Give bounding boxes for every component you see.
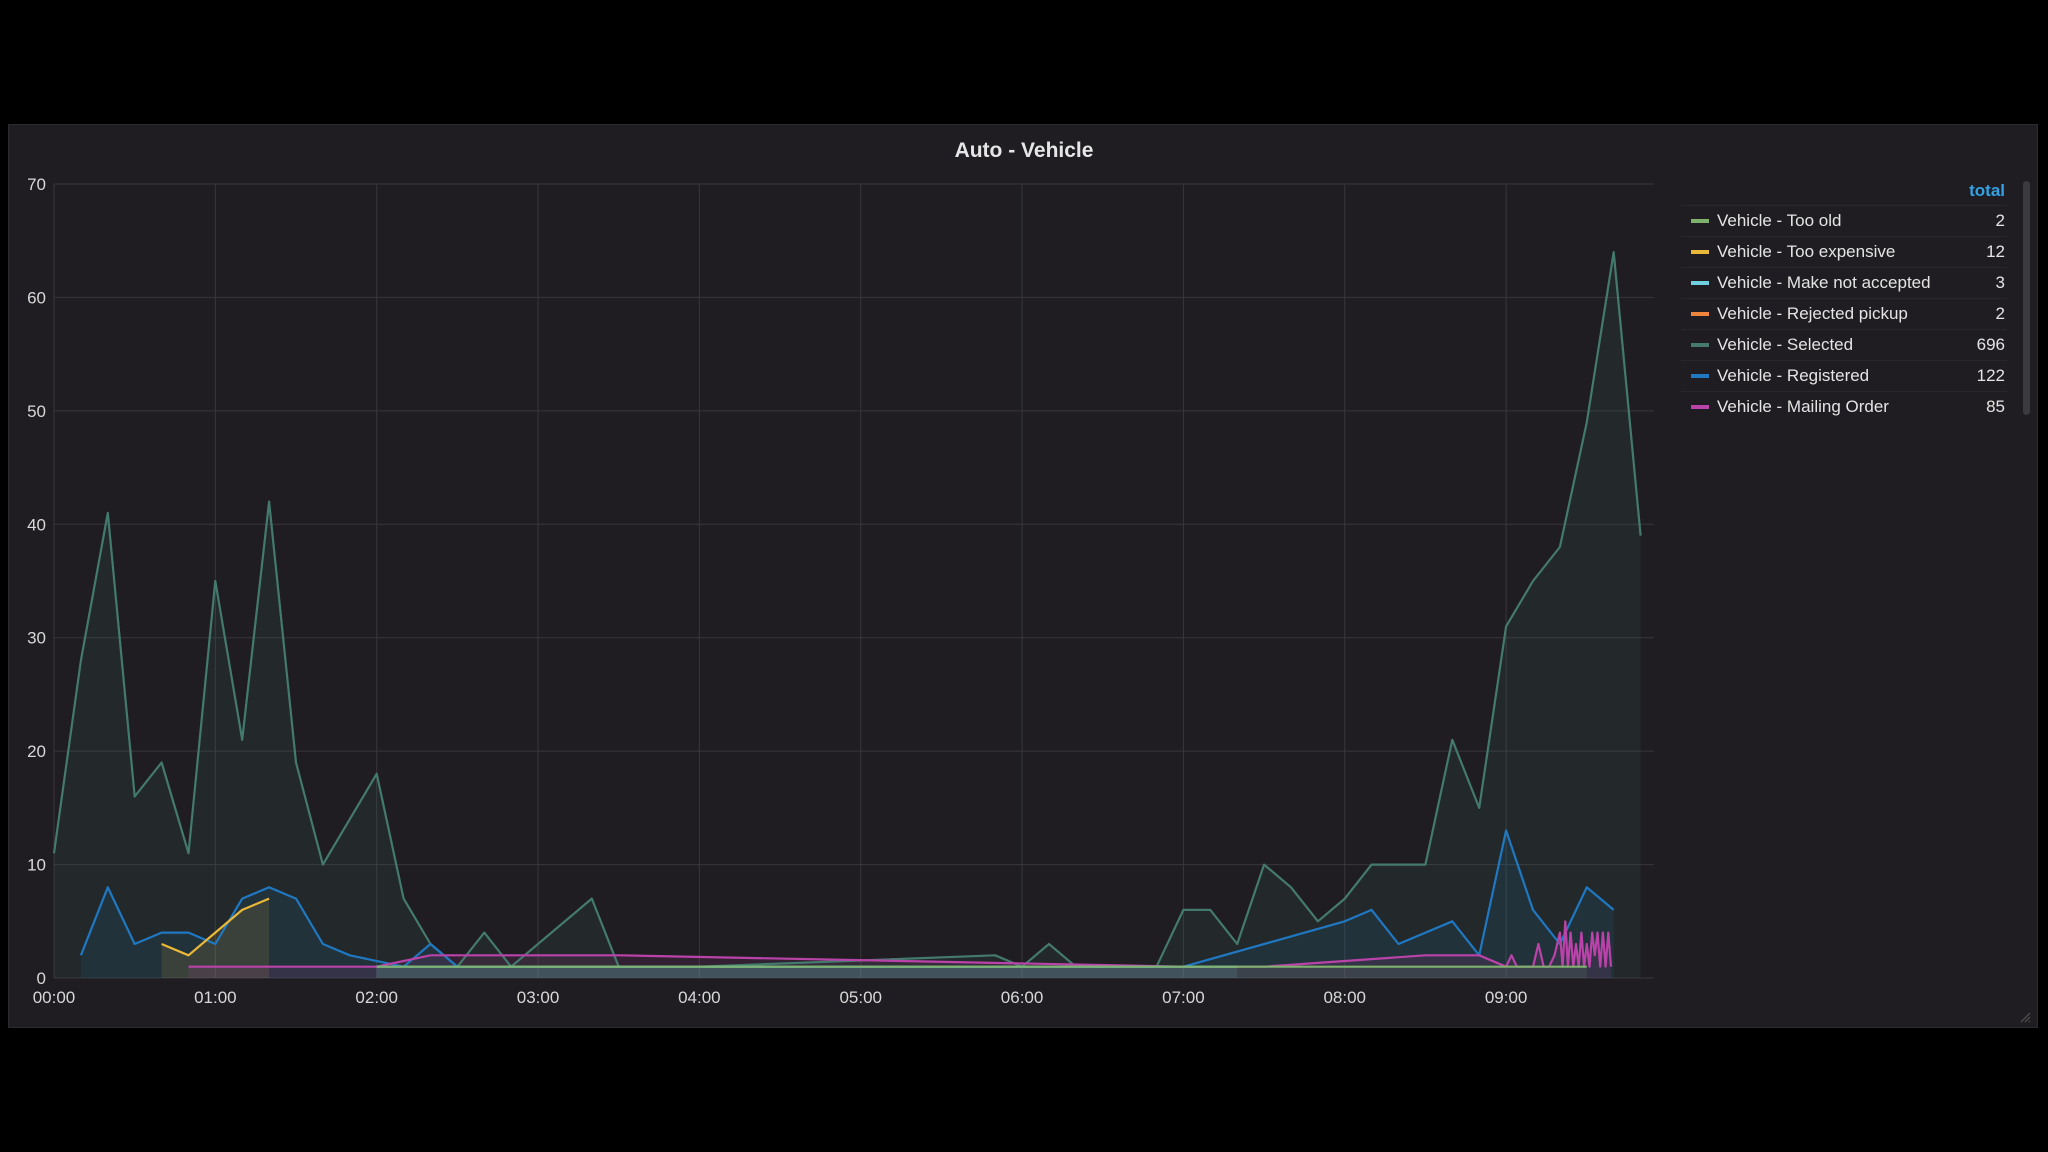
x-tick-label: 04:00	[678, 988, 721, 1007]
x-tick-label: 05:00	[839, 988, 882, 1007]
chart-panel: Auto - Vehicle 0 10 20 30 40 50 60 70 00:00 01:0…	[8, 124, 2038, 1028]
x-tick-label: 09:00	[1485, 988, 1528, 1007]
area-vehicle-too-old	[376, 966, 1587, 978]
legend-scrollbar[interactable]	[2023, 181, 2030, 415]
area-vehicle-too-expensive	[161, 898, 270, 978]
legend-value: 2	[1995, 304, 2005, 323]
legend-label: Vehicle - Rejected pickup	[1717, 304, 1908, 323]
legend-value: 696	[1976, 335, 2005, 354]
legend-swatch	[1691, 250, 1709, 254]
legend-label: Vehicle - Too expensive	[1717, 242, 1896, 261]
legend-item[interactable]: Vehicle - Too expensive 12	[1681, 236, 2007, 267]
y-tick-label: 20	[27, 742, 46, 761]
legend-swatch	[1691, 374, 1709, 378]
series-areas	[54, 252, 1641, 979]
x-tick-label: 03:00	[517, 988, 560, 1007]
line-vehicle-too-expensive	[161, 897, 270, 957]
line-vehicle-registered	[79, 829, 1615, 968]
legend: total Vehicle - Too old 2 Vehicle - Too ex…	[1681, 177, 2007, 422]
legend-swatch	[1691, 312, 1709, 316]
legend-value: 122	[1976, 366, 2005, 385]
area-vehicle-registered	[80, 830, 1614, 978]
legend-value: 2	[1995, 211, 2005, 230]
plot-area[interactable]: 0 10 20 30 40 50 60 70 00:00 01:00 02:00 03:00 04:0…	[9, 125, 1669, 1029]
legend-item[interactable]: Vehicle - Registered 122	[1681, 360, 2007, 391]
area-vehicle-mailing-order	[188, 921, 1611, 978]
legend-label: Vehicle - Too old	[1717, 211, 1842, 230]
y-tick-label: 10	[27, 856, 46, 875]
panel-title[interactable]: Auto - Vehicle	[954, 139, 1094, 162]
legend-item[interactable]: Vehicle - Too old 2	[1681, 205, 2007, 236]
y-tick-label: 50	[27, 402, 46, 421]
y-axis: 0 10 20 30 40 50 60 70	[27, 175, 46, 988]
x-tick-label: 06:00	[1001, 988, 1044, 1007]
legend-label: Vehicle - Selected	[1717, 335, 1854, 354]
legend-value: 3	[1995, 273, 2005, 292]
y-tick-label: 30	[27, 629, 46, 648]
legend-item[interactable]: Vehicle - Make not accepted 3	[1681, 267, 2007, 298]
x-tick-label: 07:00	[1162, 988, 1205, 1007]
x-tick-label: 00:00	[33, 988, 76, 1007]
legend-header-total[interactable]: total	[1969, 181, 2005, 200]
series-lines	[52, 251, 1642, 968]
y-tick-label: 40	[27, 515, 46, 534]
legend-swatch	[1691, 405, 1709, 409]
legend-item[interactable]: Vehicle - Mailing Order 85	[1681, 391, 2007, 422]
area-vehicle-selected	[54, 252, 1641, 979]
legend-label: Vehicle - Registered	[1717, 366, 1870, 385]
legend-item[interactable]: Vehicle - Selected 696	[1681, 329, 2007, 360]
legend-item[interactable]: Vehicle - Rejected pickup 2	[1681, 298, 2007, 329]
area-vehicle-make-not-accepted	[376, 966, 1238, 978]
y-tick-label: 60	[27, 288, 46, 307]
resize-handle-icon[interactable]	[2017, 1009, 2031, 1023]
legend-value: 85	[1986, 397, 2005, 416]
legend-swatch	[1691, 281, 1709, 285]
x-axis: 00:00 01:00 02:00 03:00 04:00 05:00 06:00 07:00…	[33, 988, 1528, 1007]
legend-value: 12	[1986, 242, 2005, 261]
legend-label: Vehicle - Mailing Order	[1717, 397, 1889, 416]
x-tick-label: 08:00	[1323, 988, 1366, 1007]
legend-swatch	[1691, 219, 1709, 223]
x-tick-label: 01:00	[194, 988, 237, 1007]
y-tick-label: 70	[27, 175, 46, 194]
y-tick-label: 0	[37, 969, 46, 988]
x-tick-label: 02:00	[355, 988, 398, 1007]
legend-label: Vehicle - Make not accepted	[1717, 273, 1931, 292]
legend-swatch	[1691, 343, 1709, 347]
